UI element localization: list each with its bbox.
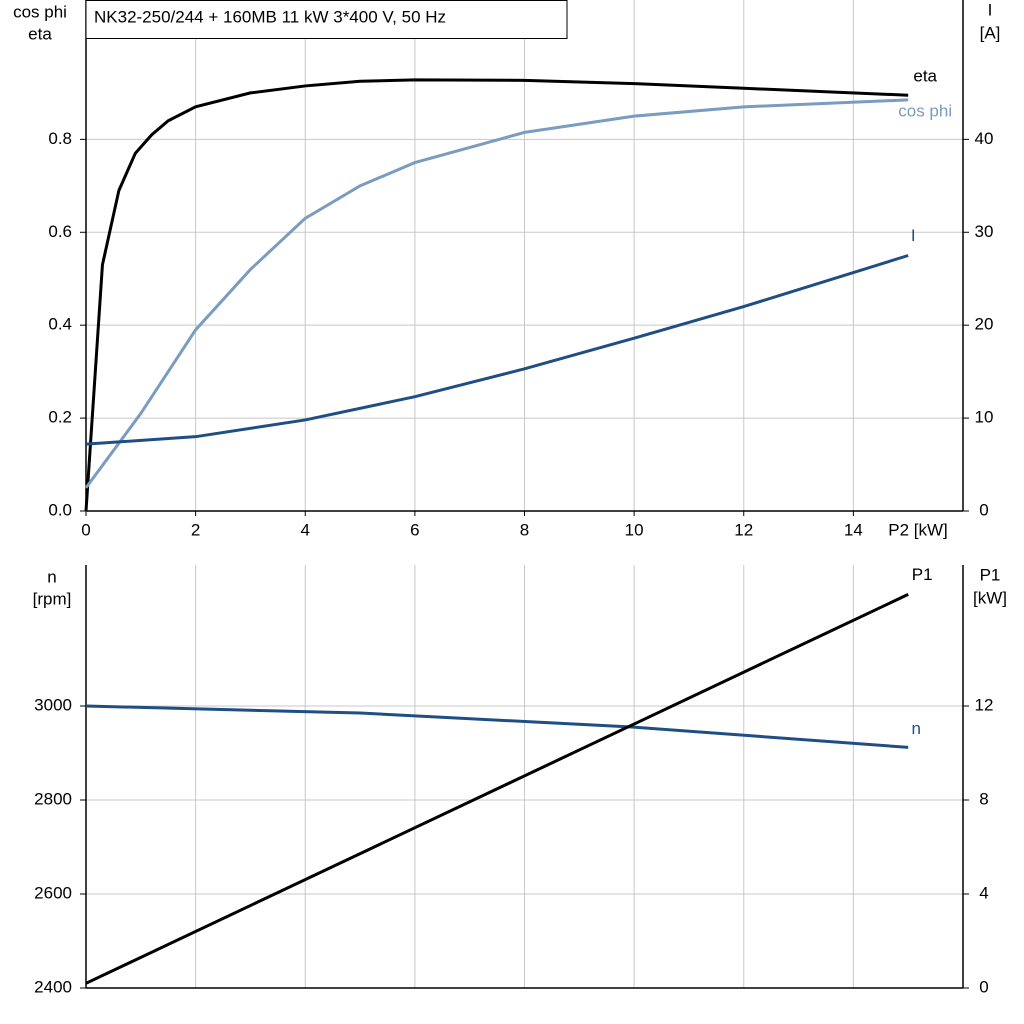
line-series — [85, 593, 909, 985]
x-tick-label: 0 — [81, 520, 90, 539]
chart-title: NK32-250/244 + 160MB 11 kW 3*400 V, 50 H… — [94, 7, 446, 26]
x-tick-label: 14 — [844, 520, 863, 539]
series-label: I — [911, 226, 916, 245]
y-tick-label: 2400 — [34, 977, 72, 996]
y2-tick-label: 8 — [979, 789, 988, 808]
y2-tick-label: 40 — [975, 129, 994, 148]
x-axis-label: P2 [kW] — [888, 520, 948, 539]
y-axis-label: [rpm] — [33, 589, 72, 608]
y-tick-label: 3000 — [34, 695, 72, 714]
y2-tick-label: 0 — [979, 977, 988, 996]
y2-axis-label: [A] — [980, 23, 1001, 42]
x-tick-label: 8 — [520, 520, 529, 539]
y-tick-label: 0.6 — [48, 222, 72, 241]
x-tick-label: 2 — [191, 520, 200, 539]
y2-tick-label: 20 — [975, 315, 994, 334]
series-label: cos phi — [898, 101, 952, 120]
y-tick-label: 0.2 — [48, 408, 72, 427]
y2-tick-label: 12 — [975, 695, 994, 714]
x-tick-label: 10 — [625, 520, 644, 539]
x-tick-label: 4 — [301, 520, 310, 539]
y2-tick-label: 10 — [975, 408, 994, 427]
y2-tick-label: 30 — [975, 222, 994, 241]
line-series — [85, 704, 909, 749]
title-box — [85, 0, 568, 39]
line-series — [85, 254, 909, 446]
line-series — [84, 78, 909, 512]
series-label: P1 — [912, 565, 933, 584]
x-tick-label: 12 — [734, 520, 753, 539]
y2-tick-label: 0 — [979, 500, 988, 519]
y2-tick-label: 4 — [979, 883, 988, 902]
line-series — [84, 98, 909, 489]
y-tick-label: 2800 — [34, 789, 72, 808]
y-axis-label: cos phi — [13, 2, 67, 21]
y2-axis-label: P1 — [980, 565, 1001, 584]
y-tick-label: 0.4 — [48, 315, 72, 334]
y-tick-label: 0.0 — [48, 500, 72, 519]
y-axis-label: n — [47, 567, 56, 586]
y-axis-label: eta — [28, 24, 52, 43]
series-label: n — [911, 719, 920, 738]
x-tick-label: 6 — [410, 520, 419, 539]
y-tick-label: 0.8 — [48, 129, 72, 148]
series-label: eta — [913, 67, 937, 86]
y2-axis-label: [kW] — [973, 588, 1007, 607]
y-tick-label: 2600 — [34, 883, 72, 902]
y2-axis-label: I — [988, 0, 993, 19]
